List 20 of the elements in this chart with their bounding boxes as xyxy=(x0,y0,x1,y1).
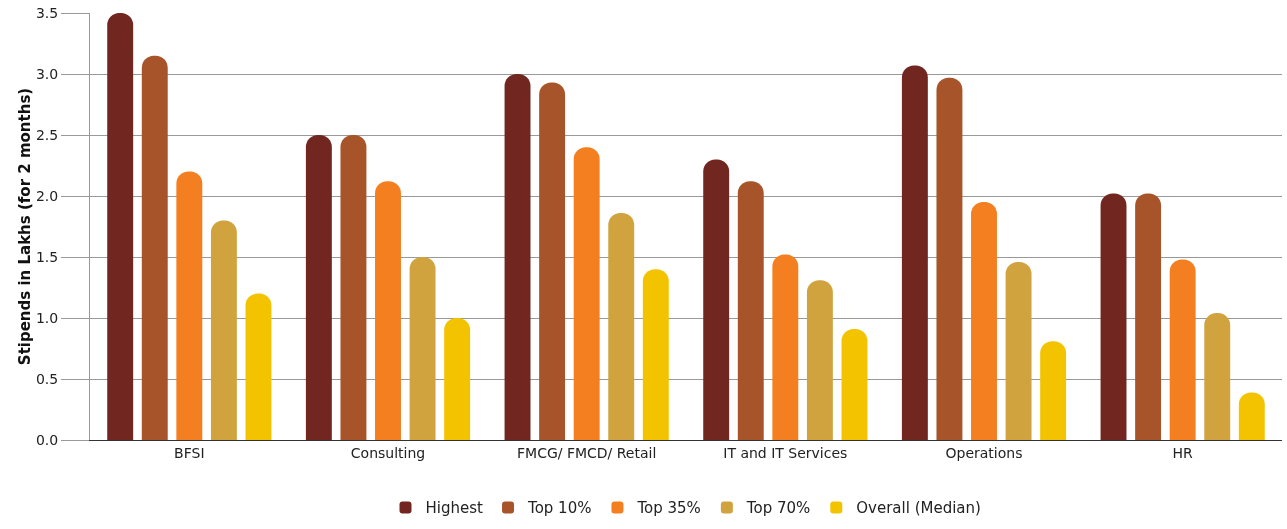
y-tick-label: 1.5 xyxy=(35,248,59,265)
y-tick-label: 0.5 xyxy=(35,370,59,387)
x-tick-label: FMCG/ FMCD/ Retail xyxy=(517,444,657,461)
y-axis-title: Stipends in Lakhs (for 2 months) xyxy=(15,87,34,366)
x-tick-label: Operations xyxy=(945,444,1023,461)
y-tick-label: 0.0 xyxy=(35,431,59,448)
x-tick-label: Consulting xyxy=(350,444,426,461)
legend-label: Top 35% xyxy=(636,499,701,518)
legend-label: Top 10% xyxy=(527,499,592,518)
y-tick-label: 1.0 xyxy=(35,309,59,326)
x-tick-label: HR xyxy=(1172,444,1194,461)
y-tick-label: 2.0 xyxy=(35,187,59,204)
y-tick-label: 2.5 xyxy=(35,126,59,143)
legend-label: Top 70% xyxy=(745,499,811,518)
x-tick-label: IT and IT Services xyxy=(723,444,848,461)
legend-label: Overall (Median) xyxy=(856,499,981,518)
y-tick-label: 3.5 xyxy=(35,4,59,21)
legend-label: Highest xyxy=(425,499,484,518)
x-tick-label: BFSI xyxy=(174,444,205,461)
y-tick-label: 3.0 xyxy=(35,65,59,82)
